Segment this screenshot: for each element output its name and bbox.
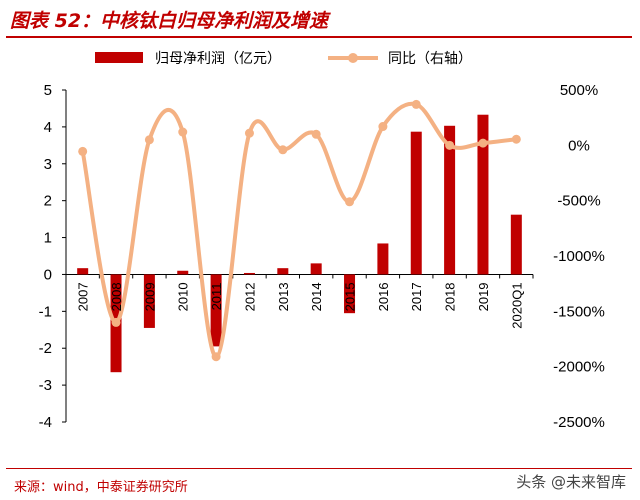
line-point: [178, 127, 188, 137]
legend-line-label: 同比（右轴）: [388, 51, 472, 67]
bar: [444, 125, 456, 275]
right-tick-label: -2000%: [553, 359, 605, 376]
title-rule: [6, 36, 632, 38]
x-tick-label: 2012: [242, 282, 257, 311]
legend-bar-label: 归母净利润（亿元）: [155, 50, 281, 67]
left-tick-label: 2: [44, 193, 52, 210]
line-point: [244, 128, 254, 138]
bar-series: [77, 114, 522, 373]
right-tick-label: 0%: [568, 137, 590, 154]
bar: [210, 274, 222, 347]
line-point: [511, 134, 521, 144]
left-tick-label: 5: [44, 82, 52, 99]
bar: [377, 243, 389, 275]
bar: [477, 114, 489, 275]
line-point: [311, 129, 321, 139]
left-tick-label: 3: [44, 156, 52, 173]
x-tick-label: 2018: [443, 282, 458, 311]
chart: 归母净利润（亿元） 同比（右轴） -4 -3 -2 -1 0 1 2 3 4 5 -2500% -20…: [39, 50, 605, 431]
line-point: [211, 352, 221, 362]
legend-line-marker: [348, 53, 358, 63]
x-axis-labels: 2007 2008 2009 2010 2011 2012 2013 2014 2015 2016…: [76, 282, 525, 328]
right-tick-label: -1500%: [553, 303, 605, 320]
left-tick-label: -4: [39, 414, 52, 431]
bar: [243, 272, 255, 275]
x-tick-label: 2019: [476, 282, 491, 311]
right-tick-label: 500%: [560, 82, 598, 99]
bar: [310, 263, 322, 275]
left-tick-label: 0: [44, 266, 52, 283]
page-title: 图表 52：中核钛白归母净利润及增速: [10, 10, 329, 32]
axes: -4 -3 -2 -1 0 1 2 3 4 5 -2500% -2000% -1500% -1000% -5…: [39, 82, 605, 431]
right-tick-label: -2500%: [553, 414, 605, 431]
line-point: [345, 197, 355, 207]
left-tick-label: 4: [44, 119, 52, 136]
x-tick-label: 2015: [343, 282, 358, 311]
x-tick-label: 2017: [409, 282, 424, 311]
left-tick-label: -2: [39, 340, 52, 357]
right-tick-label: -1000%: [553, 248, 605, 265]
growth-line: [80, 101, 519, 359]
x-tick-label: 2013: [276, 282, 291, 311]
legend: 归母净利润（亿元） 同比（右轴）: [95, 50, 472, 67]
bar: [177, 270, 189, 275]
left-tick-label: -1: [39, 303, 52, 320]
footer-rule: [6, 468, 632, 469]
left-tick-label: 1: [44, 230, 52, 247]
bar: [410, 131, 422, 275]
x-tick-label: 2007: [76, 282, 91, 311]
line-point: [378, 122, 388, 132]
x-tick-label: 2016: [376, 282, 391, 311]
line-point: [445, 140, 455, 150]
line-point: [478, 138, 488, 148]
bar: [143, 274, 155, 328]
x-tick-label: 2020Q1: [509, 282, 524, 328]
line-series: [78, 99, 521, 362]
legend-bar-swatch: [95, 52, 143, 63]
line-point: [411, 99, 421, 109]
source-note: 来源：wind，中泰证券研究所: [14, 480, 188, 495]
left-tick-label: -3: [39, 377, 52, 394]
x-tick-label: 2011: [209, 282, 224, 310]
bar: [277, 268, 289, 275]
line-point: [144, 135, 154, 145]
right-tick-label: -500%: [557, 193, 600, 210]
x-tick-label: 2009: [142, 282, 157, 311]
x-tick-label: 2008: [109, 282, 124, 311]
x-tick-label: 2014: [309, 282, 324, 311]
watermark: 头条 @未来智库: [516, 473, 626, 491]
x-tick-label: 2010: [176, 282, 191, 311]
line-point: [78, 146, 88, 156]
bar: [344, 274, 356, 314]
bar: [510, 214, 522, 275]
line-point: [111, 317, 121, 327]
bar: [77, 268, 89, 275]
line-point: [278, 145, 288, 155]
